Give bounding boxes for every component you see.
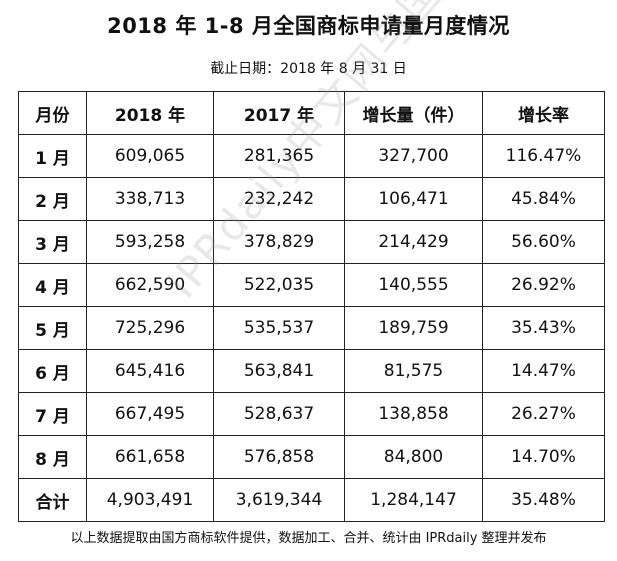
- cell-growth-count: 81,575: [344, 349, 483, 393]
- cell-2017: 563,841: [213, 349, 345, 393]
- cell-month: 3 月: [18, 220, 87, 264]
- cell-growth-count: 106,471: [344, 177, 483, 221]
- cell-month: 2 月: [18, 177, 87, 221]
- cell-month: 6 月: [18, 349, 87, 393]
- header-growth-rate: 增长率: [482, 91, 605, 135]
- cell-growth-count: 214,429: [344, 220, 483, 264]
- cell-growth-rate: 35.48%: [482, 478, 605, 522]
- cell-2017: 232,242: [213, 177, 345, 221]
- cell-growth-count: 189,759: [344, 306, 483, 350]
- page-title: 2018 年 1-8 月全国商标申请量月度情况: [107, 14, 510, 38]
- cell-2018: 667,495: [86, 392, 214, 436]
- table-row: 7 月 667,495 528,637 138,858 26.27%: [18, 392, 605, 436]
- cell-growth-rate: 35.43%: [482, 306, 605, 350]
- table-row: 8 月 661,658 576,858 84,800 14.70%: [18, 435, 605, 479]
- cell-growth-rate: 116.47%: [482, 134, 605, 178]
- header-2018: 2018 年: [86, 91, 214, 135]
- cell-2018: 645,416: [86, 349, 214, 393]
- cell-2017: 522,035: [213, 263, 345, 307]
- cell-month: 1 月: [18, 134, 87, 178]
- cell-2017: 576,858: [213, 435, 345, 479]
- cell-growth-rate: 14.70%: [482, 435, 605, 479]
- cell-growth-rate: 56.60%: [482, 220, 605, 264]
- cell-total-label: 合计: [18, 478, 87, 522]
- cell-2017: 281,365: [213, 134, 345, 178]
- cell-2018: 662,590: [86, 263, 214, 307]
- header-growth-count: 增长量（件）: [344, 91, 483, 135]
- cell-growth-rate: 26.92%: [482, 263, 605, 307]
- cell-2017: 378,829: [213, 220, 345, 264]
- cell-growth-count: 138,858: [344, 392, 483, 436]
- table-row: 5 月 725,296 535,537 189,759 35.43%: [18, 306, 605, 350]
- table-total-row: 合计 4,903,491 3,619,344 1,284,147 35.48%: [18, 478, 605, 522]
- cell-2018: 661,658: [86, 435, 214, 479]
- cell-2018: 609,065: [86, 134, 214, 178]
- cell-2018: 338,713: [86, 177, 214, 221]
- cell-2017: 528,637: [213, 392, 345, 436]
- cell-growth-rate: 14.47%: [482, 349, 605, 393]
- cell-growth-count: 1,284,147: [344, 478, 483, 522]
- trademark-table: 月份 2018 年 2017 年 增长量（件） 增长率 1 月 609,065 …: [18, 91, 605, 522]
- cell-2017: 3,619,344: [213, 478, 345, 522]
- cell-month: 7 月: [18, 392, 87, 436]
- cell-growth-count: 84,800: [344, 435, 483, 479]
- cell-2018: 4,903,491: [86, 478, 214, 522]
- table-row: 4 月 662,590 522,035 140,555 26.92%: [18, 263, 605, 307]
- cell-2017: 535,537: [213, 306, 345, 350]
- cell-growth-rate: 26.27%: [482, 392, 605, 436]
- source-note: 以上数据提取由国方商标软件提供，数据加工、合并、统计由 IPRdaily 整理并…: [70, 531, 547, 546]
- table-row: 6 月 645,416 563,841 81,575 14.47%: [18, 349, 605, 393]
- cell-2018: 593,258: [86, 220, 214, 264]
- cell-month: 5 月: [18, 306, 87, 350]
- header-2017: 2017 年: [213, 91, 345, 135]
- table-row: 2 月 338,713 232,242 106,471 45.84%: [18, 177, 605, 221]
- cell-growth-count: 327,700: [344, 134, 483, 178]
- cell-growth-count: 140,555: [344, 263, 483, 307]
- table-row: 1 月 609,065 281,365 327,700 116.47%: [18, 134, 605, 178]
- table-header-row: 月份 2018 年 2017 年 增长量（件） 增长率: [18, 91, 605, 135]
- header-month: 月份: [18, 91, 87, 135]
- cell-month: 8 月: [18, 435, 87, 479]
- cell-month: 4 月: [18, 263, 87, 307]
- cutoff-date: 截止日期：2018 年 8 月 31 日: [210, 61, 407, 77]
- cell-2018: 725,296: [86, 306, 214, 350]
- table-row: 3 月 593,258 378,829 214,429 56.60%: [18, 220, 605, 264]
- cell-growth-rate: 45.84%: [482, 177, 605, 221]
